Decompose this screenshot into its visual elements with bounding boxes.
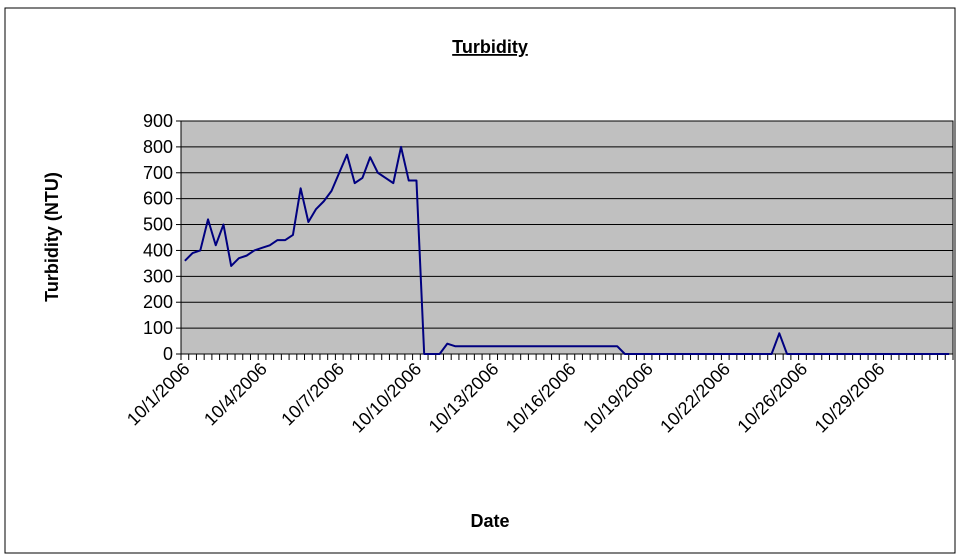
- y-tick-label: 0: [163, 344, 173, 364]
- y-axis-title: Turbidity (NTU): [42, 172, 62, 302]
- data-line: [184, 145, 950, 355]
- y-tick-label: 200: [143, 292, 173, 312]
- x-axis-title: Date: [470, 511, 509, 531]
- y-tick-label: 600: [143, 189, 173, 209]
- y-tick-label: 700: [143, 163, 173, 183]
- y-tick-label: 500: [143, 215, 173, 235]
- plot-area: [181, 121, 953, 354]
- chart-title: Turbidity: [452, 37, 528, 57]
- y-tick-label: 800: [143, 137, 173, 157]
- y-tick-label: 100: [143, 318, 173, 338]
- y-tick-label: 300: [143, 266, 173, 286]
- y-tick-label: 900: [143, 111, 173, 131]
- y-tick-label: 400: [143, 240, 173, 260]
